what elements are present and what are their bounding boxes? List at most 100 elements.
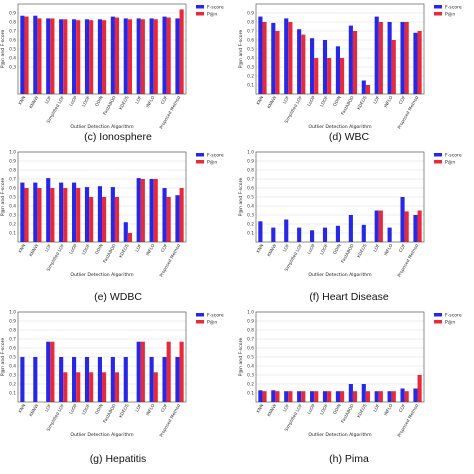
y-tick-label: 1.0: [247, 150, 254, 156]
x-tick-label: LDF: [372, 243, 382, 254]
bar-fscore: [400, 22, 405, 94]
bar-pn: [365, 85, 370, 94]
x-axis-label: Outlier Detection Algorithm: [308, 432, 372, 438]
legend-swatch-pn: [196, 160, 204, 164]
bar-fscore: [84, 19, 90, 94]
plot-frame: [17, 311, 187, 403]
bar-pn: [89, 197, 94, 242]
bar-pn: [50, 188, 55, 242]
y-tick-label: 0.9: [247, 11, 254, 17]
bar-pn: [378, 391, 383, 402]
y-tick-label: 0.8: [247, 168, 254, 174]
y-tick-label: 0.1: [247, 231, 254, 237]
bar-fscore: [413, 215, 418, 242]
y-tick-label: 0.7: [247, 337, 254, 343]
legend-swatch-pn: [196, 320, 204, 324]
panel-caption: (d) WBC: [329, 131, 370, 143]
y-tick-label: 0.4: [9, 204, 16, 210]
y-tick-label: 1.0: [247, 310, 254, 316]
legend-swatch-pn: [434, 12, 442, 16]
bar-fscore: [175, 18, 180, 94]
bar-fscore: [46, 341, 51, 402]
x-tick-label: KNNW: [266, 402, 278, 417]
x-tick-label: LOF: [282, 403, 292, 413]
bar-fscore: [374, 16, 379, 95]
panel-caption: (g) Hepatitis: [90, 453, 147, 465]
bar-pn: [301, 34, 306, 94]
y-tick-label: 0.8: [9, 20, 16, 26]
bar-pn: [24, 16, 29, 95]
x-tick-label: KNNW: [28, 242, 40, 257]
bar-fscore: [175, 195, 180, 242]
x-tick-label: KNN: [17, 243, 27, 254]
legend-swatch-pn: [196, 12, 204, 16]
y-tick-label: 0.5: [9, 355, 16, 361]
bar-fscore: [374, 210, 379, 242]
bar-pn: [153, 19, 158, 94]
x-tick-label: FastABOD: [102, 242, 118, 264]
x-tick-label: COF: [398, 243, 408, 254]
x-tick-label: KNNW: [28, 94, 40, 109]
x-tick-label: LOF: [44, 403, 54, 413]
x-tick-label: LoOP: [306, 95, 317, 108]
bar-fscore: [413, 32, 418, 94]
bar-pn: [127, 19, 132, 94]
bar-fscore: [59, 182, 64, 242]
x-tick-label: KNN: [17, 95, 27, 106]
y-tick-label: 0.6: [9, 346, 16, 352]
bar-fscore: [97, 19, 102, 94]
y-tick-label: 0.8: [9, 328, 16, 334]
x-tick-label: FastABOD: [102, 402, 118, 424]
x-tick-label: INFLO: [145, 94, 157, 108]
bar-pn: [417, 210, 422, 242]
bar-pn: [89, 372, 94, 402]
bar-pn: [89, 20, 94, 95]
legend-label-fscore: F-score: [445, 312, 462, 318]
x-tick-label: LOF: [282, 95, 292, 105]
y-tick-label: 0.9: [9, 159, 16, 165]
y-tick-label: 0.5: [247, 47, 254, 53]
bar-fscore: [149, 357, 154, 402]
y-tick-label: 0.7: [247, 29, 254, 35]
bar-fscore: [271, 390, 276, 402]
x-tick-label: KDEOS: [118, 243, 131, 259]
legend-label-fscore: F-score: [445, 4, 462, 10]
bar-fscore: [297, 29, 302, 95]
panel-caption: (c) Ionosphere: [84, 131, 152, 143]
bar-pn: [340, 58, 345, 94]
bar-pn: [63, 372, 68, 402]
y-tick-label: 0.1: [247, 83, 254, 89]
bar-fscore: [258, 390, 263, 402]
bar-fscore: [84, 357, 90, 402]
y-tick-label: 0.6: [247, 346, 254, 352]
bar-fscore: [374, 391, 379, 402]
bar-fscore: [310, 230, 315, 242]
y-tick-label: 0.8: [247, 20, 254, 26]
bar-fscore: [20, 182, 25, 242]
bar-pn: [179, 9, 184, 94]
legend-label-pn: P@n: [207, 159, 217, 165]
panel-caption: (f) Heart Disease: [309, 291, 389, 303]
bar-fscore: [322, 40, 328, 94]
x-tick-label: LDF: [134, 95, 144, 106]
y-tick-label: 0.3: [247, 65, 254, 71]
legend-label-fscore: F-score: [445, 152, 462, 158]
bar-pn: [140, 179, 145, 242]
y-tick-label: 0.1: [247, 391, 254, 397]
legend-label-pn: P@n: [207, 319, 217, 325]
x-tick-label: LDF: [134, 243, 144, 254]
bar-pn: [50, 18, 55, 94]
x-tick-label: FastABOD: [340, 402, 356, 424]
x-tick-label: KNN: [255, 403, 265, 414]
x-tick-label: ODIN: [94, 95, 105, 108]
bar-fscore: [149, 179, 154, 242]
bar-pn: [114, 197, 120, 242]
bar-pn: [179, 341, 184, 402]
bar-fscore: [361, 80, 366, 94]
x-tick-label: COF: [160, 403, 170, 414]
x-tick-label: LoOP: [306, 403, 317, 416]
y-tick-label: 0.7: [9, 177, 16, 183]
bar-pn: [275, 31, 280, 94]
bar-pn: [102, 372, 107, 402]
bar-fscore: [335, 391, 340, 402]
